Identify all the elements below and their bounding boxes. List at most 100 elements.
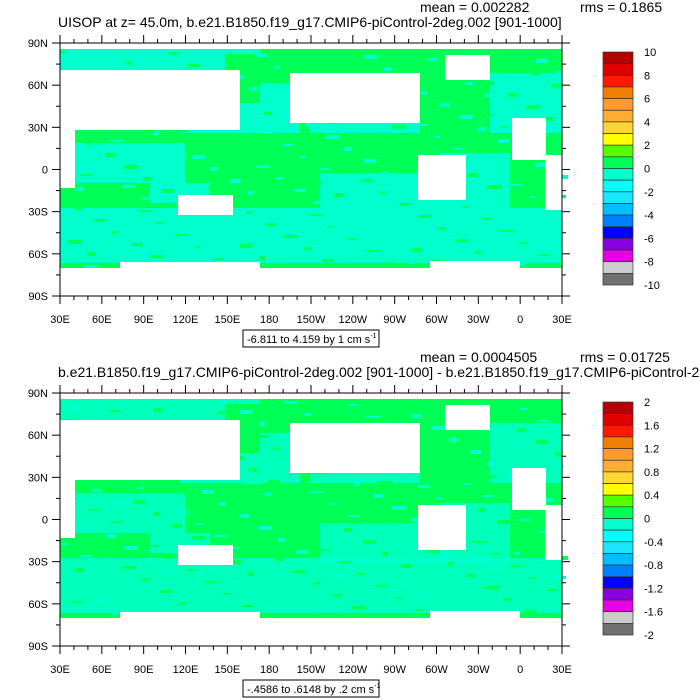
field-cell xyxy=(127,256,133,258)
field-cell xyxy=(80,174,92,176)
field-cell xyxy=(188,64,200,67)
field-cell xyxy=(396,493,404,495)
field-cell xyxy=(414,609,424,611)
range-label-box xyxy=(242,679,380,698)
field-cell xyxy=(313,201,319,204)
field-cell xyxy=(517,428,525,432)
field-cell xyxy=(516,532,522,536)
field-cell xyxy=(162,570,174,574)
field-cell xyxy=(456,239,468,242)
field-cell xyxy=(487,566,501,570)
field-cell xyxy=(256,165,270,168)
x-tick-label: 0 xyxy=(517,664,523,676)
field-cell xyxy=(102,62,110,65)
field-cell xyxy=(68,240,82,244)
field-cell xyxy=(510,565,522,567)
field-cell xyxy=(74,207,82,210)
field-cell xyxy=(538,420,550,422)
field-cell xyxy=(331,483,339,486)
field-cell xyxy=(351,606,365,609)
field-cell xyxy=(342,167,350,170)
field-cell xyxy=(497,139,509,143)
field-cell xyxy=(275,177,283,180)
field-cell xyxy=(373,494,383,498)
y-tick-label: 30N xyxy=(28,472,48,484)
land-mask xyxy=(60,268,562,296)
field-cell xyxy=(256,546,270,549)
field-cell xyxy=(440,103,450,107)
field-cell xyxy=(325,516,339,520)
field-cell xyxy=(436,116,442,119)
field-cell xyxy=(213,258,223,260)
land-mask xyxy=(60,478,75,538)
field-cell xyxy=(414,228,424,230)
field-cell xyxy=(344,528,352,532)
colorbar-box xyxy=(602,436,634,449)
field-cell xyxy=(533,564,543,567)
field-cell xyxy=(315,562,321,566)
field-cell xyxy=(261,236,267,238)
field-cell xyxy=(284,401,298,404)
field-cell xyxy=(503,106,509,109)
field-cell xyxy=(488,81,494,85)
colorbar-box xyxy=(602,529,634,543)
field-cell xyxy=(128,152,136,154)
field-cell xyxy=(383,67,391,71)
field-cell xyxy=(109,140,123,142)
field-cell xyxy=(172,143,182,147)
field-cell xyxy=(536,59,548,63)
field-cell xyxy=(348,134,360,136)
field-cell xyxy=(156,222,164,224)
field-cell xyxy=(452,252,460,254)
colorbar-box xyxy=(602,599,634,613)
colorbar-box xyxy=(602,179,634,193)
field-cell xyxy=(513,60,527,63)
field-cell xyxy=(294,570,306,573)
field-cell xyxy=(122,566,136,569)
field-cell xyxy=(179,602,185,605)
field-cell xyxy=(348,515,360,517)
colorbar-label: 0.8 xyxy=(644,467,659,479)
field-cell xyxy=(124,546,138,550)
field-cell xyxy=(533,183,543,186)
field-cell xyxy=(399,203,409,206)
field-cell xyxy=(300,537,306,539)
field-cell xyxy=(300,156,306,158)
x-tick-label: 150W xyxy=(297,664,326,676)
field-cell xyxy=(465,82,473,85)
field-cell xyxy=(382,171,388,175)
colorbar-box xyxy=(602,413,634,426)
colorbar-label: 10 xyxy=(644,47,656,59)
field-cell xyxy=(481,218,491,220)
field-cell xyxy=(290,202,298,204)
land-mask xyxy=(545,505,562,560)
field-cell xyxy=(447,562,453,565)
field-cell xyxy=(214,154,226,156)
land-mask xyxy=(430,611,520,621)
field-cell xyxy=(415,124,427,126)
field-cell xyxy=(227,580,239,583)
field-cell xyxy=(220,502,226,506)
x-tick-label: 30W xyxy=(467,314,490,326)
colorbar-box xyxy=(602,51,634,64)
field-cell xyxy=(176,130,190,132)
colorbar-label: -4 xyxy=(644,210,654,222)
field-cell xyxy=(89,613,97,615)
field-region xyxy=(60,208,562,263)
field-cell xyxy=(143,177,151,181)
x-tick-label: 120W xyxy=(338,314,367,326)
field-cell xyxy=(105,153,115,157)
field-cell xyxy=(217,411,231,414)
x-tick-label: 180 xyxy=(260,314,278,326)
field-cell xyxy=(125,61,131,65)
x-tick-label: 30E xyxy=(50,664,70,676)
field-region xyxy=(75,493,185,533)
field-cell xyxy=(481,599,491,601)
field-cell xyxy=(208,568,216,571)
field-cell xyxy=(504,217,512,220)
colorbar-box xyxy=(602,518,634,531)
field-cell xyxy=(103,554,113,557)
field-cell xyxy=(484,94,496,97)
field-cell xyxy=(131,409,141,412)
